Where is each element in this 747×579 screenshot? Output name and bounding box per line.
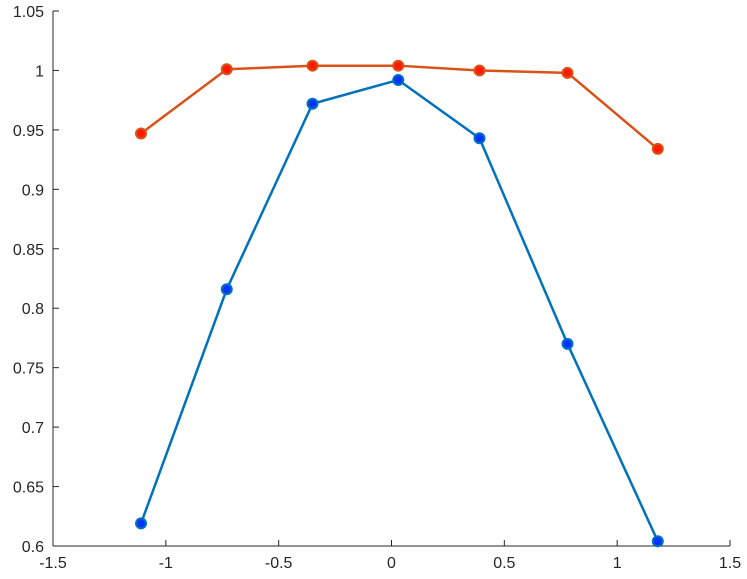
data-point bbox=[392, 59, 405, 72]
y-tick-label: 0.6 bbox=[22, 539, 44, 556]
plot-area bbox=[135, 59, 664, 548]
data-point bbox=[306, 59, 319, 72]
y-tick-label: 0.85 bbox=[13, 242, 44, 259]
y-tick-label: 0.65 bbox=[13, 480, 44, 497]
x-tick-label: 1 bbox=[613, 555, 622, 572]
y-tick-label: 0.7 bbox=[22, 420, 44, 437]
y-tick-label: 1 bbox=[35, 63, 44, 80]
y-tick-label: 1.05 bbox=[13, 4, 44, 21]
data-point bbox=[651, 535, 664, 548]
data-point bbox=[220, 283, 233, 296]
series-line bbox=[139, 78, 659, 542]
data-point bbox=[220, 63, 233, 76]
data-point bbox=[135, 127, 148, 140]
x-tick-label: 0 bbox=[387, 555, 396, 572]
data-point bbox=[392, 73, 405, 86]
data-point bbox=[473, 132, 486, 145]
data-point bbox=[561, 337, 574, 350]
data-point bbox=[651, 142, 664, 155]
series-2 bbox=[135, 59, 664, 155]
series-1 bbox=[135, 73, 664, 548]
x-tick-label: 0.5 bbox=[493, 555, 515, 572]
y-tick-label: 0.75 bbox=[13, 361, 44, 378]
y-tick-label: 0.8 bbox=[22, 301, 44, 318]
x-tick-label: -1 bbox=[159, 555, 173, 572]
data-point bbox=[306, 97, 319, 110]
x-tick-label: -0.5 bbox=[265, 555, 293, 572]
data-point bbox=[135, 517, 148, 530]
x-tick-label: 1.5 bbox=[719, 555, 741, 572]
axes: -1.5 -1 -0.5 0 0.5 1 1.5 0.6 0.65 0.7 0.75 0.8 0.85 0… bbox=[13, 4, 741, 572]
data-point bbox=[561, 66, 574, 79]
x-tick-label: -1.5 bbox=[39, 555, 67, 572]
data-point bbox=[473, 64, 486, 77]
y-tick-label: 0.9 bbox=[22, 182, 44, 199]
y-tick-label: 0.95 bbox=[13, 123, 44, 140]
